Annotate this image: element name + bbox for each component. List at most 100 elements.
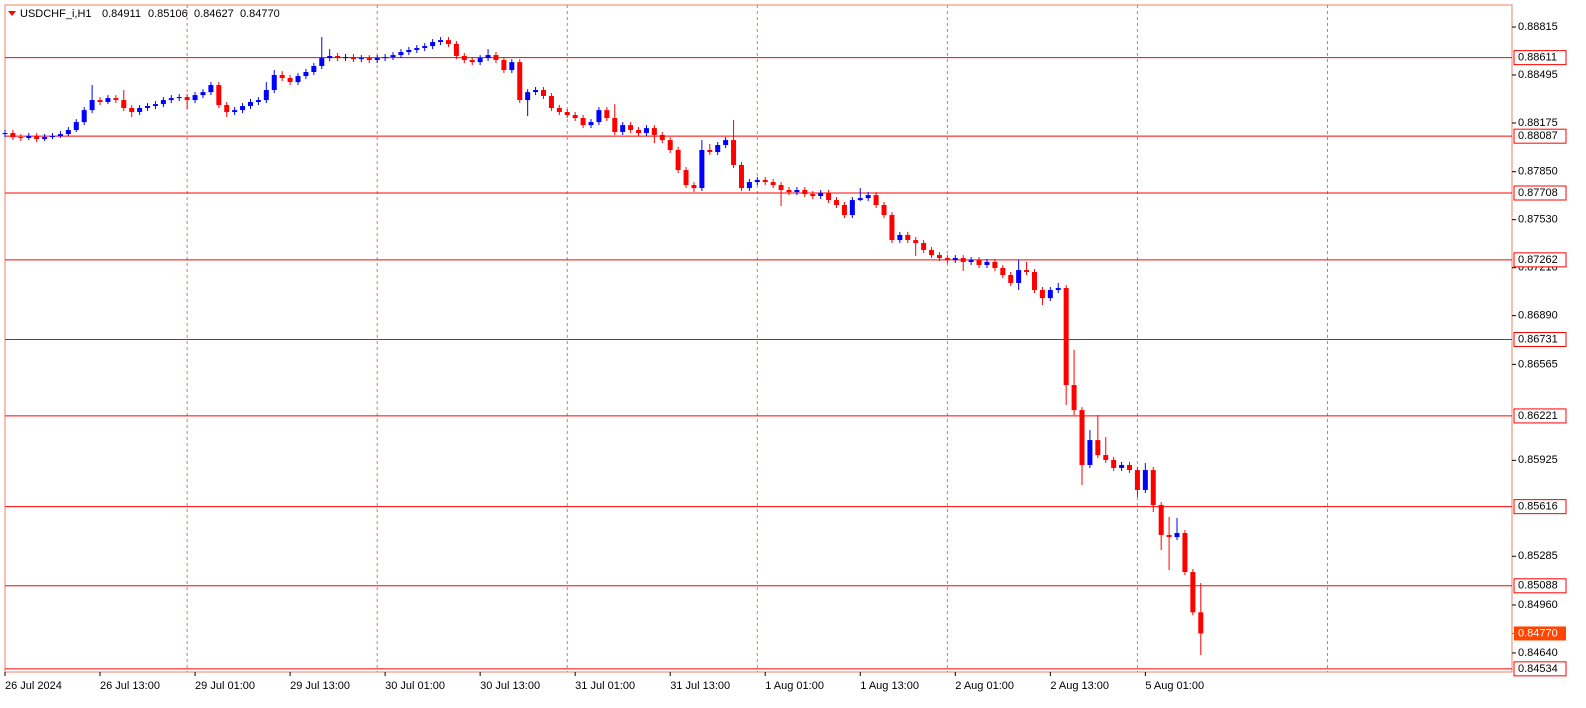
candle-body (263, 90, 269, 101)
candle-body (818, 193, 824, 196)
candle-body (430, 42, 436, 47)
x-tick-label: 1 Aug 13:00 (860, 680, 919, 692)
candle-body (691, 185, 697, 189)
candle-body (548, 96, 554, 108)
level-label: 0.84534 (1518, 663, 1558, 675)
candle-body (1174, 533, 1180, 538)
candle-body (683, 170, 689, 186)
candle-body (509, 62, 515, 71)
candle-body (453, 43, 459, 56)
candle-body (406, 49, 412, 53)
candle-body (145, 106, 151, 108)
candle-body (1079, 410, 1085, 465)
candle-body (936, 255, 942, 259)
plot-border (4, 4, 1513, 673)
candle-body (1166, 534, 1172, 538)
candle-body (366, 58, 372, 61)
candle-body (778, 185, 784, 191)
candle-body (533, 90, 539, 93)
candle-body (675, 149, 681, 171)
candle-body (34, 136, 40, 140)
candle-body (295, 76, 301, 83)
level-label-box (1513, 252, 1567, 268)
x-tick-label: 2 Aug 01:00 (955, 680, 1014, 692)
header-value: 0.84627 (194, 8, 234, 20)
candle-body (152, 104, 158, 107)
candle-body (255, 100, 261, 102)
candle-body (580, 118, 586, 126)
level-label-box (1513, 331, 1567, 347)
candle-body (50, 136, 56, 138)
candle-body (929, 249, 935, 256)
candle-body (699, 149, 705, 189)
candle-body (2, 133, 8, 135)
y-tick-label: 0.87530 (1518, 214, 1558, 226)
candle-body (881, 204, 887, 216)
candle-body (279, 75, 285, 79)
candle-body (873, 195, 879, 205)
candle-body (1103, 455, 1109, 461)
level-label: 0.88611 (1518, 52, 1557, 64)
candle-body (604, 110, 610, 119)
candle-body (390, 55, 396, 58)
candle-body (762, 179, 768, 183)
y-tick-label: 0.84960 (1518, 599, 1558, 611)
header-value: 0.85106 (148, 8, 188, 20)
candle-body (1158, 504, 1164, 535)
x-tick-label: 31 Jul 13:00 (670, 680, 730, 692)
collapse-icon[interactable] (8, 11, 16, 16)
candle-body (485, 55, 491, 59)
candle-body (540, 90, 546, 97)
candle-body (572, 115, 578, 119)
candle-body (731, 140, 737, 165)
candle-body (1095, 440, 1101, 456)
last-price-label: 0.84770 (1518, 627, 1558, 639)
candle-body (517, 62, 523, 101)
candle-body (382, 57, 388, 59)
candle-body (849, 200, 855, 216)
candle-body (184, 97, 190, 101)
x-tick-label: 29 Jul 01:00 (195, 680, 255, 692)
candle-body (57, 134, 63, 137)
y-tick-label: 0.84640 (1518, 647, 1558, 659)
candle-body (913, 240, 919, 244)
candle-body (97, 100, 103, 102)
level-label: 0.85088 (1518, 580, 1558, 592)
candle-body (810, 194, 816, 196)
level-label-box (1513, 128, 1567, 144)
candle-body (271, 75, 277, 91)
candle-body (113, 98, 119, 101)
candle-body (350, 57, 356, 60)
candle-body (960, 258, 966, 262)
candle-body (651, 128, 657, 135)
candle-body (826, 193, 832, 201)
candle-body (414, 48, 420, 50)
candle-body (1142, 470, 1148, 490)
candle-body (976, 260, 982, 265)
level-label: 0.87708 (1518, 187, 1558, 199)
candle-body (794, 190, 800, 193)
candle-body (200, 92, 206, 96)
level-label: 0.85616 (1518, 501, 1558, 513)
candle-body (121, 100, 127, 108)
candle-body (841, 204, 847, 216)
y-tick-label: 0.85925 (1518, 454, 1558, 466)
x-tick-label: 29 Jul 13:00 (290, 680, 350, 692)
candle-body (770, 182, 776, 186)
candle-body (89, 100, 95, 111)
x-tick-label: 26 Jul 2024 (5, 680, 62, 692)
candle-body (224, 104, 230, 113)
x-tick-label: 31 Jul 01:00 (575, 680, 635, 692)
candle-body (1039, 290, 1045, 299)
candle-body (1087, 440, 1093, 465)
candle-body (422, 46, 428, 49)
candle-body (438, 40, 444, 43)
candle-body (1198, 612, 1204, 634)
candle-body (105, 98, 111, 102)
candle-body (137, 107, 143, 113)
candle-body (327, 55, 333, 59)
y-tick-label: 0.87850 (1518, 166, 1558, 178)
candle-body (1150, 470, 1156, 505)
candle-body (1024, 270, 1030, 273)
